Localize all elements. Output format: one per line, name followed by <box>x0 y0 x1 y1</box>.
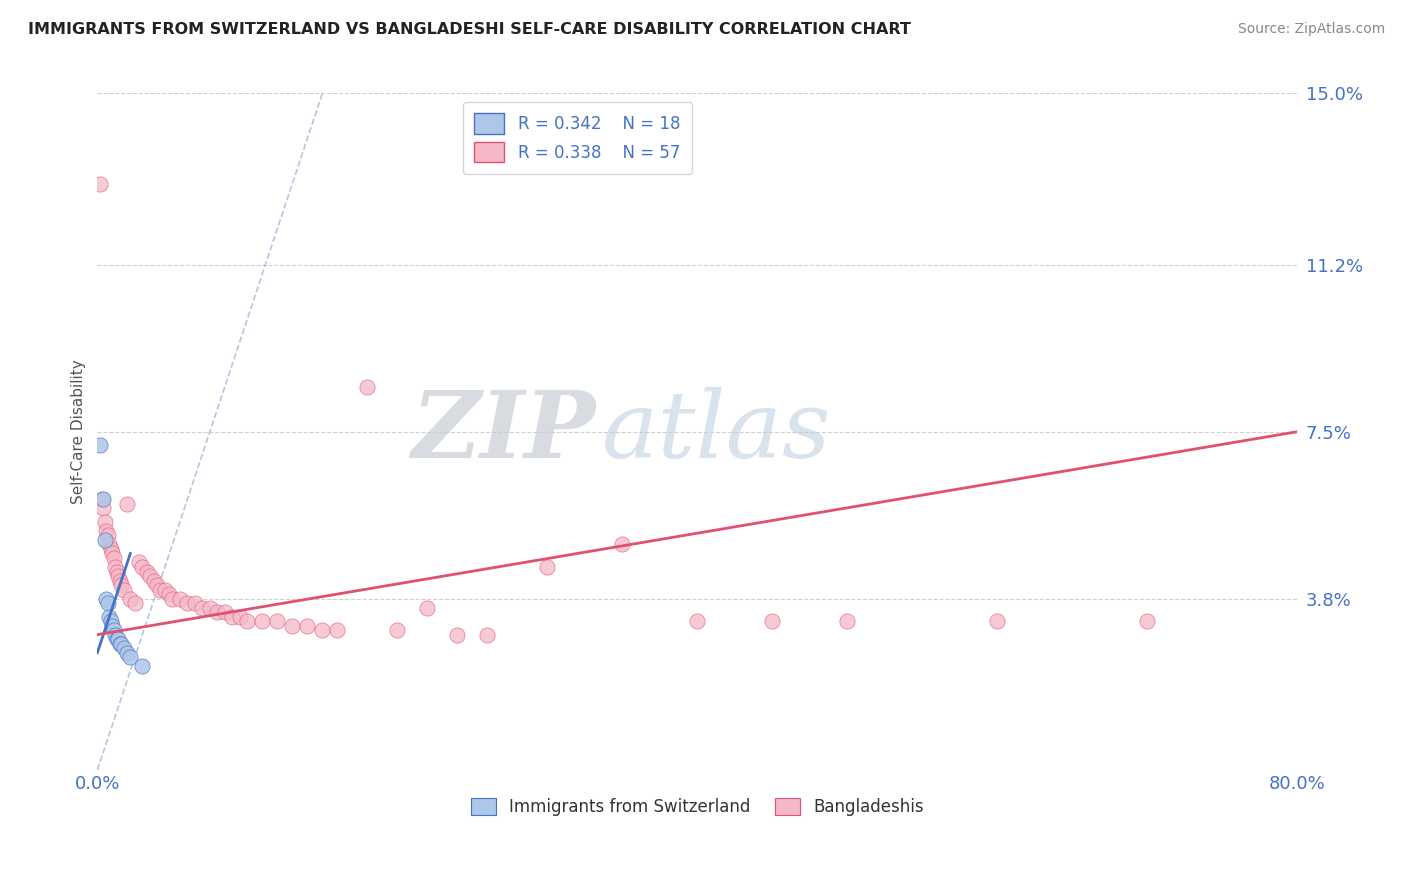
Point <box>169 591 191 606</box>
Point <box>236 614 259 628</box>
Point <box>94 533 117 547</box>
Point <box>112 582 135 597</box>
Point <box>143 574 166 588</box>
Point <box>101 618 124 632</box>
Point <box>207 605 229 619</box>
Point <box>131 659 153 673</box>
Point <box>184 596 207 610</box>
Point <box>139 569 162 583</box>
Point <box>266 614 288 628</box>
Point <box>89 177 111 191</box>
Point <box>686 614 709 628</box>
Point <box>986 614 1008 628</box>
Point <box>117 646 139 660</box>
Text: atlas: atlas <box>602 386 831 476</box>
Point <box>326 623 349 637</box>
Point <box>191 600 214 615</box>
Point <box>103 623 125 637</box>
Point <box>108 637 131 651</box>
Point <box>153 582 176 597</box>
Point <box>477 628 499 642</box>
Point <box>131 560 153 574</box>
Y-axis label: Self-Care Disability: Self-Care Disability <box>72 359 86 504</box>
Point <box>297 618 319 632</box>
Point <box>446 628 468 642</box>
Point <box>124 596 146 610</box>
Text: Source: ZipAtlas.com: Source: ZipAtlas.com <box>1237 22 1385 37</box>
Point <box>149 582 172 597</box>
Point <box>146 578 169 592</box>
Point <box>157 587 180 601</box>
Point <box>89 438 111 452</box>
Point <box>120 650 142 665</box>
Point <box>101 546 124 560</box>
Point <box>104 628 127 642</box>
Point <box>105 632 128 647</box>
Point <box>104 560 127 574</box>
Point <box>135 565 157 579</box>
Point <box>612 537 634 551</box>
Point <box>107 569 129 583</box>
Point <box>416 600 439 615</box>
Point <box>120 591 142 606</box>
Point <box>176 596 198 610</box>
Point <box>97 528 120 542</box>
Legend: Immigrants from Switzerland, Bangladeshis: Immigrants from Switzerland, Bangladeshi… <box>464 791 931 822</box>
Point <box>229 609 252 624</box>
Point <box>90 492 112 507</box>
Point <box>252 614 274 628</box>
Point <box>112 641 135 656</box>
Point <box>311 623 333 637</box>
Point <box>96 524 118 538</box>
Point <box>221 609 243 624</box>
Point <box>108 574 131 588</box>
Point <box>97 596 120 610</box>
Point <box>110 637 132 651</box>
Point <box>281 618 304 632</box>
Point <box>356 379 378 393</box>
Point <box>761 614 783 628</box>
Point <box>107 632 129 647</box>
Point <box>214 605 236 619</box>
Point <box>93 501 115 516</box>
Point <box>93 492 115 507</box>
Point <box>98 537 121 551</box>
Point <box>98 609 121 624</box>
Point <box>105 565 128 579</box>
Point <box>100 541 122 556</box>
Point <box>536 560 558 574</box>
Point <box>96 591 118 606</box>
Point <box>162 591 184 606</box>
Text: IMMIGRANTS FROM SWITZERLAND VS BANGLADESHI SELF-CARE DISABILITY CORRELATION CHAR: IMMIGRANTS FROM SWITZERLAND VS BANGLADES… <box>28 22 911 37</box>
Text: ZIP: ZIP <box>411 386 595 476</box>
Point <box>837 614 859 628</box>
Point <box>94 515 117 529</box>
Point <box>128 556 150 570</box>
Point <box>103 551 125 566</box>
Point <box>110 578 132 592</box>
Point <box>100 614 122 628</box>
Point <box>387 623 409 637</box>
Point <box>1136 614 1159 628</box>
Point <box>117 497 139 511</box>
Point <box>198 600 221 615</box>
